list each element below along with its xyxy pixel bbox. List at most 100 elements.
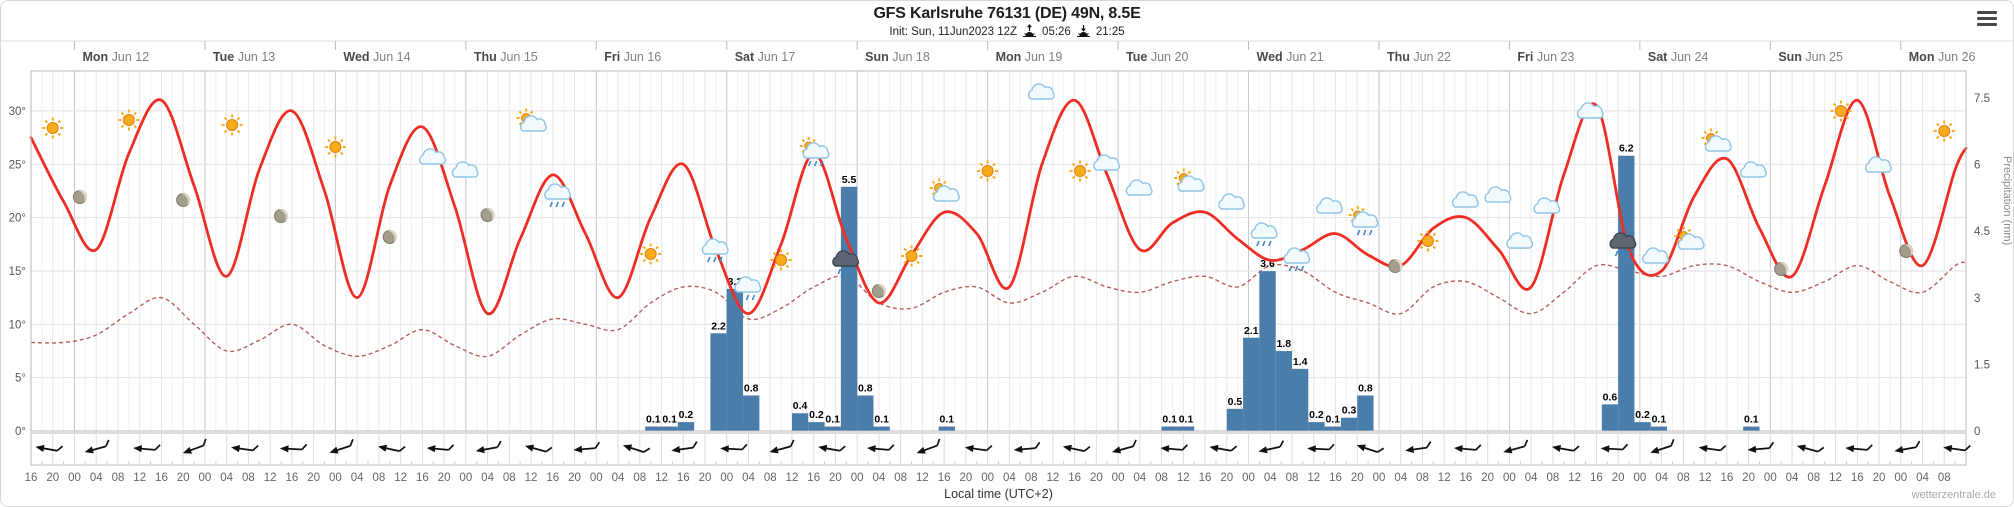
temp-axis-tick: 10° bbox=[9, 319, 26, 331]
temp-axis-tick: 25° bbox=[9, 159, 26, 171]
wind-arrow bbox=[720, 443, 748, 453]
sun-icon bbox=[1830, 100, 1852, 122]
wind-arrow bbox=[671, 441, 698, 454]
wind-arrow bbox=[1356, 444, 1385, 453]
moon-icon bbox=[1774, 262, 1789, 276]
sun-cloud-drizzle-icon bbox=[799, 137, 830, 167]
precip-value-label: 0.5 bbox=[1228, 396, 1243, 408]
hour-tick-label: 12 bbox=[1699, 472, 1712, 484]
sun-icon bbox=[977, 160, 999, 182]
wind-arrow bbox=[329, 438, 354, 454]
hour-tick-label: 20 bbox=[1351, 472, 1364, 484]
wind-arrow bbox=[1453, 444, 1482, 453]
wind-arrow bbox=[377, 444, 406, 452]
hour-tick-label: 16 bbox=[1199, 472, 1212, 484]
precip-value-label: 0.1 bbox=[1652, 414, 1667, 426]
hour-tick-label: 08 bbox=[764, 472, 777, 484]
cloud-icon bbox=[451, 161, 479, 178]
hour-tick-label: 04 bbox=[612, 472, 625, 484]
precip-bar bbox=[1292, 368, 1309, 431]
hour-tick-label: 00 bbox=[851, 472, 864, 484]
hamburger-menu-icon[interactable] bbox=[1977, 11, 1997, 27]
hour-tick-label: 00 bbox=[720, 472, 733, 484]
hour-tick-label: 04 bbox=[1394, 472, 1407, 484]
hour-tick-label: 12 bbox=[1046, 472, 1059, 484]
moon-icon bbox=[72, 190, 88, 204]
hour-tick-label: 00 bbox=[1242, 472, 1255, 484]
precip-bar bbox=[824, 426, 841, 431]
wind-arrow bbox=[1209, 444, 1238, 452]
precip-bar bbox=[873, 426, 890, 431]
sunrise-time: 05:26 bbox=[1042, 25, 1071, 38]
temp-axis-tick: 15° bbox=[9, 266, 26, 278]
hour-tick-label: 16 bbox=[286, 472, 299, 484]
hour-tick-label: 00 bbox=[1894, 472, 1907, 484]
wind-arrow bbox=[426, 444, 455, 453]
cloud-icon bbox=[1218, 193, 1246, 210]
day-label: Tue Jun 20 bbox=[1126, 50, 1188, 64]
hour-tick-label: 16 bbox=[938, 472, 951, 484]
moon-icon bbox=[480, 208, 495, 222]
init-label: Init: Sun, 11Jun2023 12Z bbox=[889, 25, 1018, 38]
hour-tick-label: 08 bbox=[372, 472, 385, 484]
cloud-icon bbox=[1093, 154, 1120, 171]
hour-tick-label: 20 bbox=[46, 472, 59, 484]
precip-value-label: 0.8 bbox=[744, 382, 759, 394]
precip-bar bbox=[1275, 351, 1293, 431]
precip-axis-tick: 1.5 bbox=[1974, 359, 1990, 371]
hour-tick-label: 00 bbox=[1503, 472, 1516, 484]
precip-value-label: 1.8 bbox=[1277, 338, 1292, 350]
precip-value-label: 0.4 bbox=[793, 400, 808, 412]
hour-tick-label: 08 bbox=[1286, 472, 1299, 484]
day-label: Fri Jun 23 bbox=[1517, 50, 1574, 64]
chart-subtitle: Init: Sun, 11Jun2023 12Z 05:26 21:25 bbox=[1, 24, 2013, 39]
hour-tick-label: 08 bbox=[1155, 472, 1168, 484]
hour-tick-label: 12 bbox=[1307, 472, 1320, 484]
hour-tick-label: 04 bbox=[90, 472, 103, 484]
precip-bar bbox=[1634, 422, 1651, 431]
wind-arrow bbox=[1600, 443, 1629, 453]
hour-tick-label: 20 bbox=[959, 472, 972, 484]
sun-cloud-drizzle-icon bbox=[1348, 206, 1379, 236]
cloud-icon bbox=[1484, 186, 1512, 203]
hour-tick-label: 12 bbox=[1829, 472, 1842, 484]
precip-bar bbox=[1357, 395, 1374, 431]
cloud-icon bbox=[419, 148, 447, 165]
precip-value-label: 0.1 bbox=[874, 414, 889, 426]
day-label: Sat Jun 17 bbox=[735, 50, 796, 64]
precip-bar bbox=[1161, 426, 1178, 431]
page-title: GFS Karlsruhe 76131 (DE) 49N, 8.5E bbox=[873, 5, 1141, 22]
hour-tick-label: 12 bbox=[133, 472, 146, 484]
precip-value-label: 0.8 bbox=[1358, 382, 1373, 394]
hour-tick-label: 08 bbox=[894, 472, 907, 484]
hour-tick-label: 08 bbox=[1677, 472, 1690, 484]
sun-icon bbox=[118, 109, 140, 131]
hour-tick-label: 04 bbox=[1264, 472, 1277, 484]
wind-arrow bbox=[1111, 439, 1137, 454]
cloud-icon bbox=[1506, 232, 1534, 249]
rain-heavy-icon bbox=[832, 250, 860, 275]
watermark: wetterzentrale.de bbox=[1911, 489, 1996, 501]
day-label: Mon Jun 26 bbox=[1909, 50, 1976, 64]
hour-tick-label: 12 bbox=[655, 472, 668, 484]
cloud-icon bbox=[1027, 83, 1055, 100]
wind-arrow bbox=[133, 444, 161, 453]
precip-bar bbox=[677, 422, 695, 431]
sun-icon bbox=[901, 245, 923, 267]
sun-icon bbox=[1069, 160, 1091, 182]
wind-arrow bbox=[573, 441, 601, 453]
precip-bar bbox=[857, 395, 874, 431]
precip-bar bbox=[1177, 426, 1195, 431]
precip-bar bbox=[840, 186, 858, 431]
precip-bar bbox=[1243, 337, 1260, 431]
hour-tick-label: 04 bbox=[1786, 472, 1799, 484]
wind-arrow bbox=[1943, 444, 1971, 453]
hour-tick-label: 08 bbox=[1025, 472, 1038, 484]
day-label: Thu Jun 22 bbox=[1387, 50, 1451, 64]
precip-value-label: 0.1 bbox=[1162, 414, 1177, 426]
hour-tick-label: 00 bbox=[981, 472, 994, 484]
precip-bar bbox=[1743, 426, 1760, 431]
day-label: Fri Jun 16 bbox=[604, 50, 661, 64]
